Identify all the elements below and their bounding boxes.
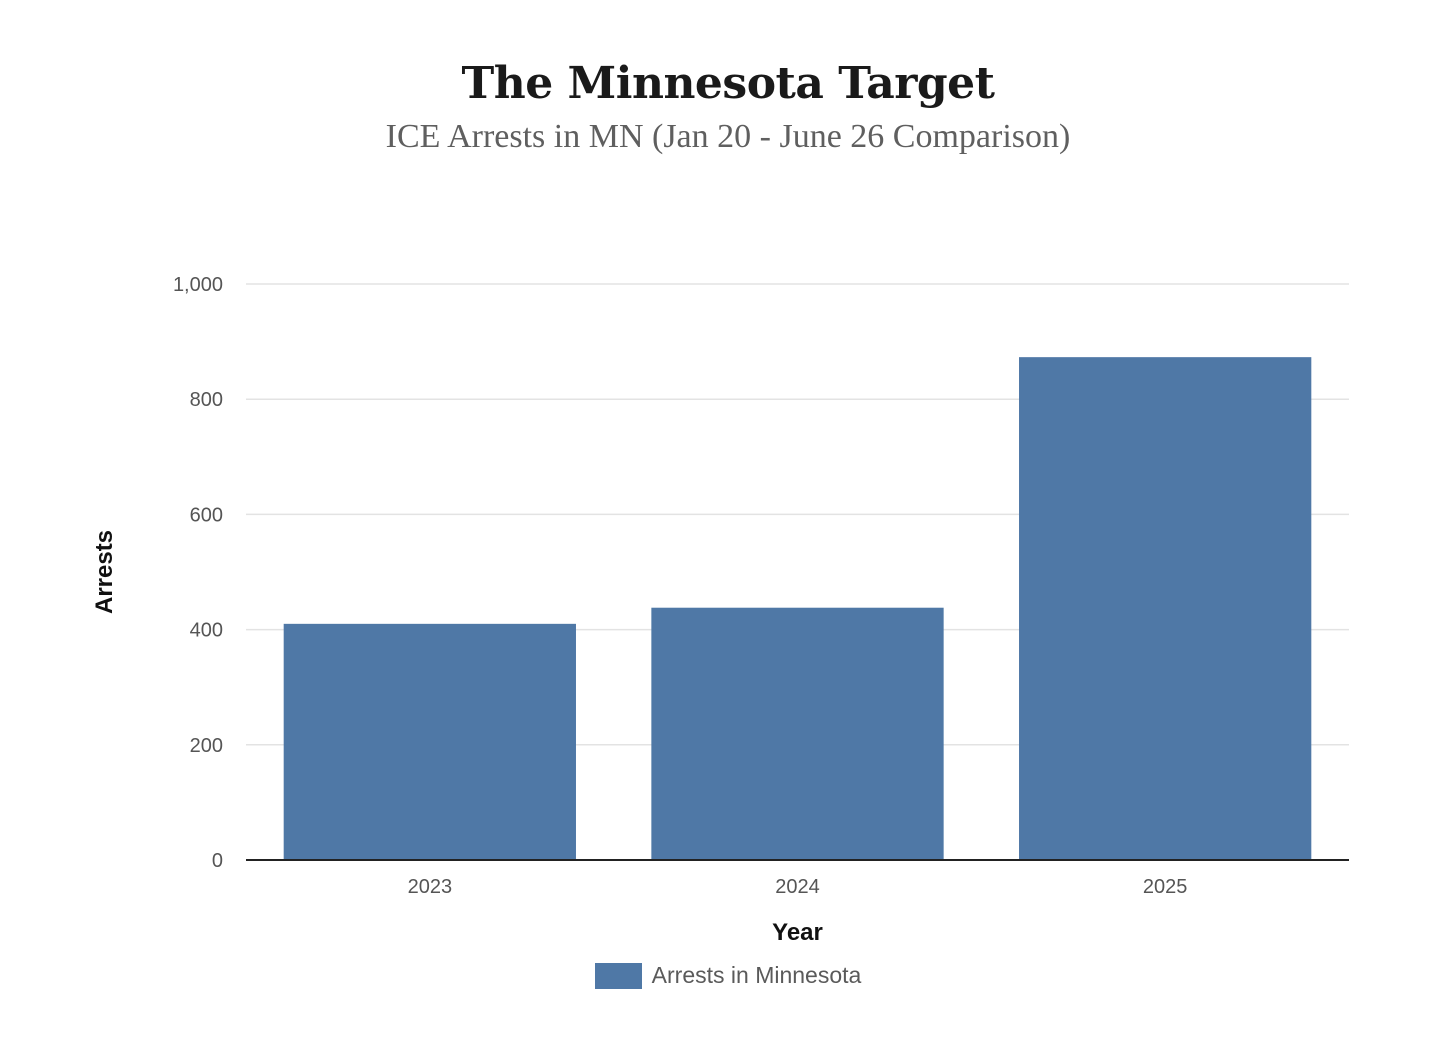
- legend-swatch: [594, 962, 642, 989]
- x-tick-label: 2025: [1143, 876, 1188, 898]
- y-axis-ticks: 0 200 400 600 800 1,000: [173, 274, 223, 872]
- y-tick-label: 1,000: [173, 274, 223, 296]
- x-tick-label: 2023: [408, 876, 453, 898]
- y-tick-label: 600: [190, 504, 223, 526]
- y-axis-title: Arrests: [91, 530, 118, 614]
- y-tick-label: 200: [190, 735, 223, 757]
- legend: Arrests in Minnesota: [0, 962, 1456, 989]
- bar-2025: [1019, 357, 1312, 860]
- chart-title: The Minnesota Target: [461, 58, 995, 109]
- bar-2024: [651, 607, 944, 860]
- y-tick-label: 800: [190, 389, 223, 411]
- x-tick-label: 2024: [775, 876, 820, 898]
- x-axis-title: Year: [772, 919, 823, 946]
- y-tick-label: 400: [190, 620, 223, 642]
- legend-label: Arrests in Minnesota: [651, 962, 862, 988]
- y-tick-label: 0: [212, 850, 223, 872]
- bar-2023: [283, 623, 576, 860]
- x-axis-ticks: 2023 2024 2025: [408, 876, 1188, 898]
- chart-subtitle: ICE Arrests in MN (Jan 20 - June 26 Comp…: [385, 118, 1071, 155]
- bars: [283, 357, 1312, 860]
